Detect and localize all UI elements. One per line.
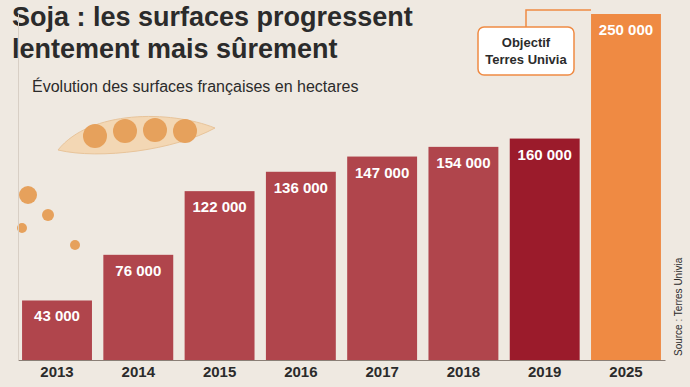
pod [58, 116, 215, 153]
x-tick: 2019 [528, 360, 561, 380]
y-axis [18, 15, 19, 361]
x-tick-label: 2025 [609, 363, 642, 380]
bean [19, 186, 37, 204]
y-axis-line [18, 15, 19, 361]
bar [266, 172, 336, 360]
bar [22, 300, 92, 360]
subtitle: Évolution des surfaces françaises en hec… [32, 77, 358, 95]
background [0, 0, 690, 387]
bar [510, 139, 580, 360]
x-tick: 2016 [284, 360, 317, 380]
x-tick: 2025 [609, 360, 642, 380]
x-tick: 2013 [40, 360, 73, 380]
bean [83, 124, 107, 148]
data-label: 154 000 [436, 154, 490, 171]
title: Soja : les surfaces progressentlentement… [12, 2, 413, 64]
x-tick-label: 2018 [447, 363, 480, 380]
bar [591, 14, 661, 360]
data-label: 122 000 [192, 198, 246, 215]
x-axis-line [19, 360, 666, 361]
data-label: 160 000 [518, 146, 572, 163]
data-label: 250 000 [599, 21, 653, 38]
x-tick-label: 2013 [40, 363, 73, 380]
data-label: 43 000 [34, 307, 80, 324]
annotation-group: ObjectifTerres Univia [478, 10, 591, 75]
x-tick: 2017 [365, 360, 398, 380]
bean [113, 119, 137, 143]
x-tick: 2015 [203, 360, 236, 380]
bean [173, 119, 197, 143]
x-tick-label: 2019 [528, 363, 561, 380]
bar [347, 157, 417, 360]
data-label: 136 000 [274, 179, 328, 196]
source: Source : Terres Univia [673, 257, 684, 356]
bars [22, 14, 661, 360]
annotation-connector [526, 10, 591, 27]
x-tick-label: 2017 [365, 363, 398, 380]
data-label: 147 000 [355, 164, 409, 181]
bean [70, 240, 80, 250]
x-tick-label: 2015 [203, 363, 236, 380]
annotation-box [478, 27, 574, 75]
data-label: 76 000 [115, 262, 161, 279]
data-labels: 43 000 76 000 122 000 136 000 147 000 154 000… [34, 21, 653, 324]
x-tick-label: 2016 [284, 363, 317, 380]
bean [42, 209, 54, 221]
x-tick: 2014 [122, 360, 156, 380]
bar [185, 191, 255, 360]
bar [428, 147, 498, 360]
bar [103, 255, 173, 360]
annotation: ObjectifTerres Univia [485, 35, 567, 67]
x-tick-label: 2014 [122, 363, 156, 380]
x-axis: 2013 2014 2015 2016 2017 2018 2019 2025 [19, 360, 666, 380]
bean [143, 118, 167, 142]
x-tick: 2018 [447, 360, 480, 380]
